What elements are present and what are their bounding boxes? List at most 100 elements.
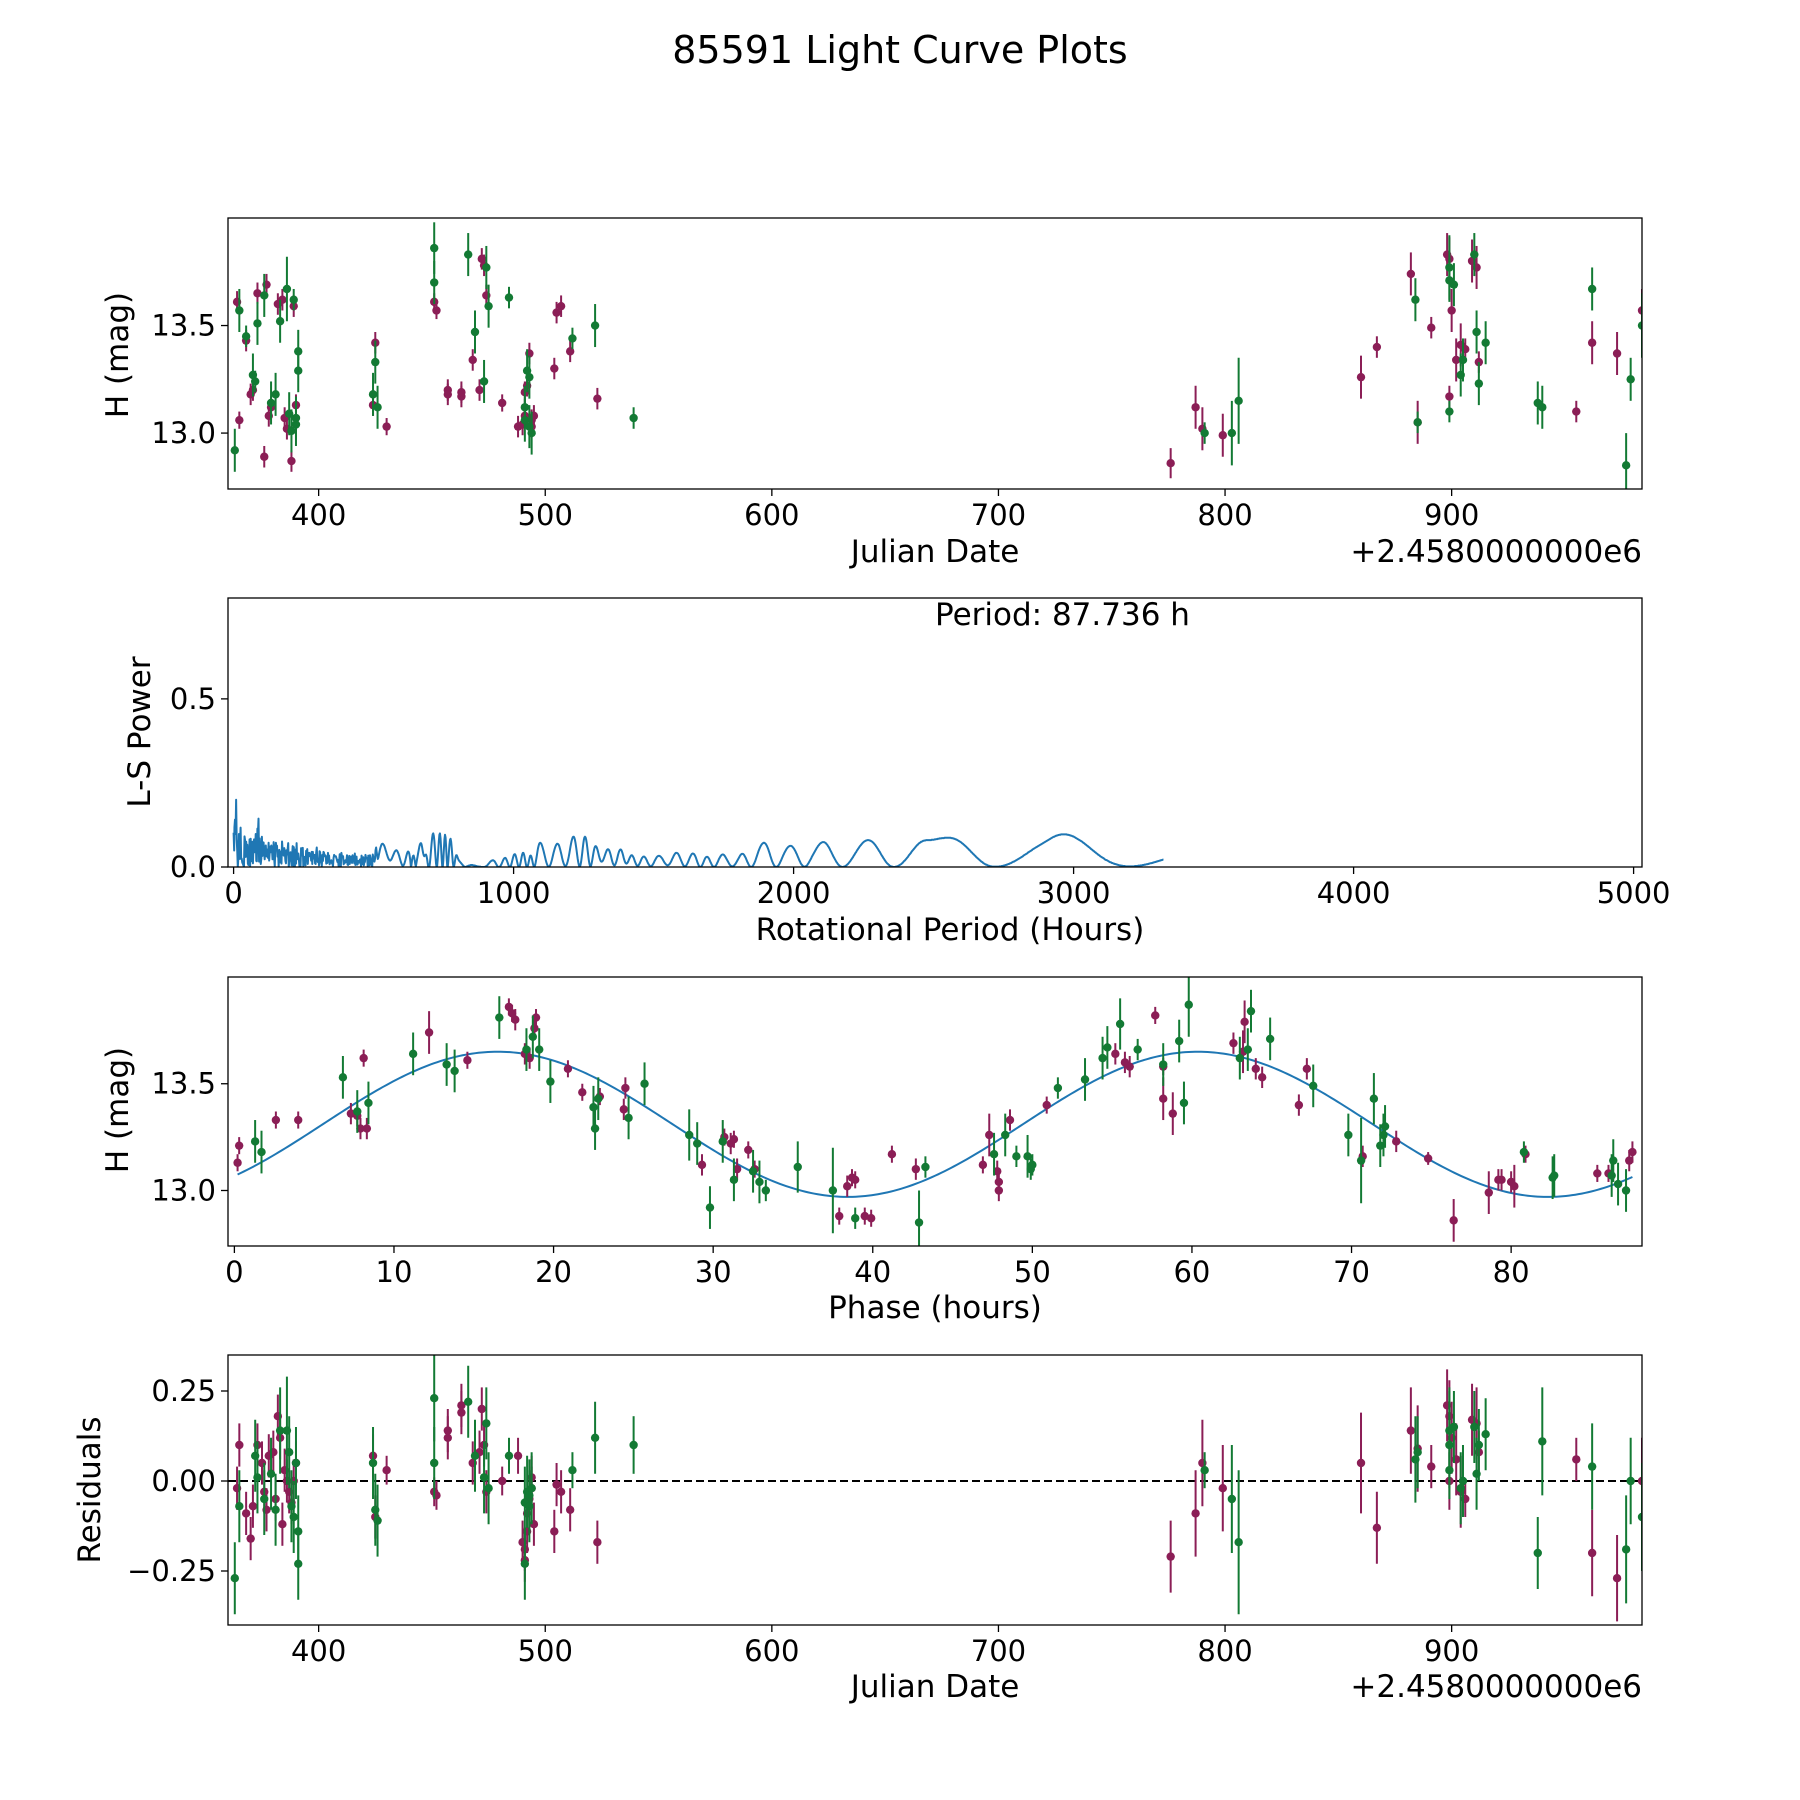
green-data-point [1458, 1445, 1468, 1517]
marker [373, 1516, 382, 1525]
magenta-data-point [457, 1383, 466, 1427]
magenta-data-point [1166, 448, 1175, 479]
green-data-point [1001, 1113, 1010, 1157]
marker [266, 1469, 276, 1479]
magenta-data-point [550, 1509, 559, 1553]
marker [593, 394, 602, 403]
marker [1626, 375, 1635, 384]
marker [294, 1115, 303, 1125]
marker [1637, 306, 1642, 315]
y-tick-label: −0.25 [127, 1554, 216, 1588]
magenta-data-point [513, 1437, 523, 1474]
marker [989, 1149, 999, 1159]
marker [235, 1502, 244, 1511]
marker [1218, 1484, 1227, 1493]
magenta-data-point [1628, 1141, 1637, 1163]
marker [565, 1505, 575, 1515]
marker [424, 1028, 434, 1037]
marker [257, 1147, 266, 1157]
magenta-data-point [382, 1455, 391, 1485]
green-data-point [275, 1387, 285, 1474]
magenta-data-point [835, 1207, 844, 1225]
marker [978, 1160, 988, 1170]
marker [744, 1145, 753, 1155]
marker [1227, 428, 1237, 438]
magenta-data-point [578, 1083, 587, 1101]
marker [294, 1559, 303, 1569]
marker [442, 1060, 451, 1069]
magenta-data-point [1166, 1520, 1175, 1593]
marker [1474, 357, 1484, 367]
marker [578, 1088, 587, 1097]
green-data-point [1621, 433, 1631, 489]
marker [253, 289, 262, 298]
marker [1218, 431, 1227, 440]
power-spectrum-line [232, 798, 1164, 867]
magenta-data-point [621, 1077, 630, 1099]
marker [1191, 403, 1200, 412]
magenta-data-point [1612, 331, 1622, 376]
marker [552, 1480, 561, 1489]
green-data-point [1235, 1036, 1245, 1080]
magenta-data-point [356, 1117, 365, 1140]
marker [565, 347, 575, 356]
green-data-point [294, 329, 303, 373]
green-data-point [1200, 1452, 1209, 1489]
marker [718, 1137, 727, 1146]
green-data-point [828, 1147, 838, 1234]
magenta-data-point [1125, 1055, 1134, 1078]
green-data-point [241, 325, 251, 348]
marker [271, 1505, 280, 1515]
magenta-data-point [477, 1387, 486, 1431]
green-data-point [793, 1141, 802, 1193]
green-data-point [1587, 1423, 1597, 1510]
green-data-point [1413, 411, 1422, 434]
green-data-point [1243, 1028, 1253, 1071]
x-tick-label: 30 [695, 1255, 732, 1289]
green-data-point [1227, 400, 1237, 466]
green-data-point [284, 1416, 294, 1489]
green-data-point [568, 327, 577, 350]
x-tick-label: 50 [1014, 1255, 1051, 1289]
lightcurve-panel: Julian Date H (mag) +2.4580000000e6 400 5… [100, 217, 1643, 570]
periodogram-frame [227, 597, 1643, 868]
figure-title: 85591 Light Curve Plots [672, 28, 1128, 72]
magenta-data-point [1612, 1535, 1622, 1622]
marker [504, 1451, 514, 1461]
marker [685, 1130, 694, 1140]
marker [382, 1466, 391, 1475]
x-tick-label: 40 [854, 1255, 891, 1289]
marker [1243, 1045, 1253, 1054]
magenta-data-point [235, 1423, 244, 1467]
green-data-point [430, 1427, 439, 1499]
residuals-panel: Julian Date Residuals +2.4580000000e6 40… [72, 1354, 1643, 1705]
marker [250, 377, 260, 386]
marker [1265, 1034, 1275, 1044]
marker [527, 428, 536, 438]
marker [253, 319, 262, 328]
marker [851, 1175, 860, 1185]
magenta-data-point [552, 301, 561, 324]
marker [1294, 1100, 1304, 1110]
magenta-data-point [432, 301, 441, 320]
marker [291, 1458, 301, 1468]
magenta-data-point [497, 1466, 507, 1496]
marker [1229, 1038, 1238, 1048]
x-tick-label: 1000 [477, 876, 551, 910]
marker [1309, 1081, 1318, 1091]
green-data-point [1309, 1064, 1318, 1108]
green-data-point [1356, 1117, 1366, 1204]
magenta-data-point [1005, 1109, 1015, 1131]
magenta-data-point [1372, 336, 1382, 358]
residuals-offset-label: +2.4580000000e6 [1350, 1669, 1642, 1705]
period-annotation: Period: 87.736 h [935, 597, 1190, 633]
marker [1151, 1011, 1160, 1020]
marker [234, 1141, 244, 1150]
green-data-point [504, 286, 514, 309]
magenta-data-point [697, 1154, 707, 1176]
green-data-point [257, 1130, 266, 1174]
y-tick-label: 0.0 [170, 850, 216, 884]
marker [589, 1103, 598, 1112]
magenta-data-point [1427, 316, 1436, 339]
marker [1028, 1160, 1037, 1170]
